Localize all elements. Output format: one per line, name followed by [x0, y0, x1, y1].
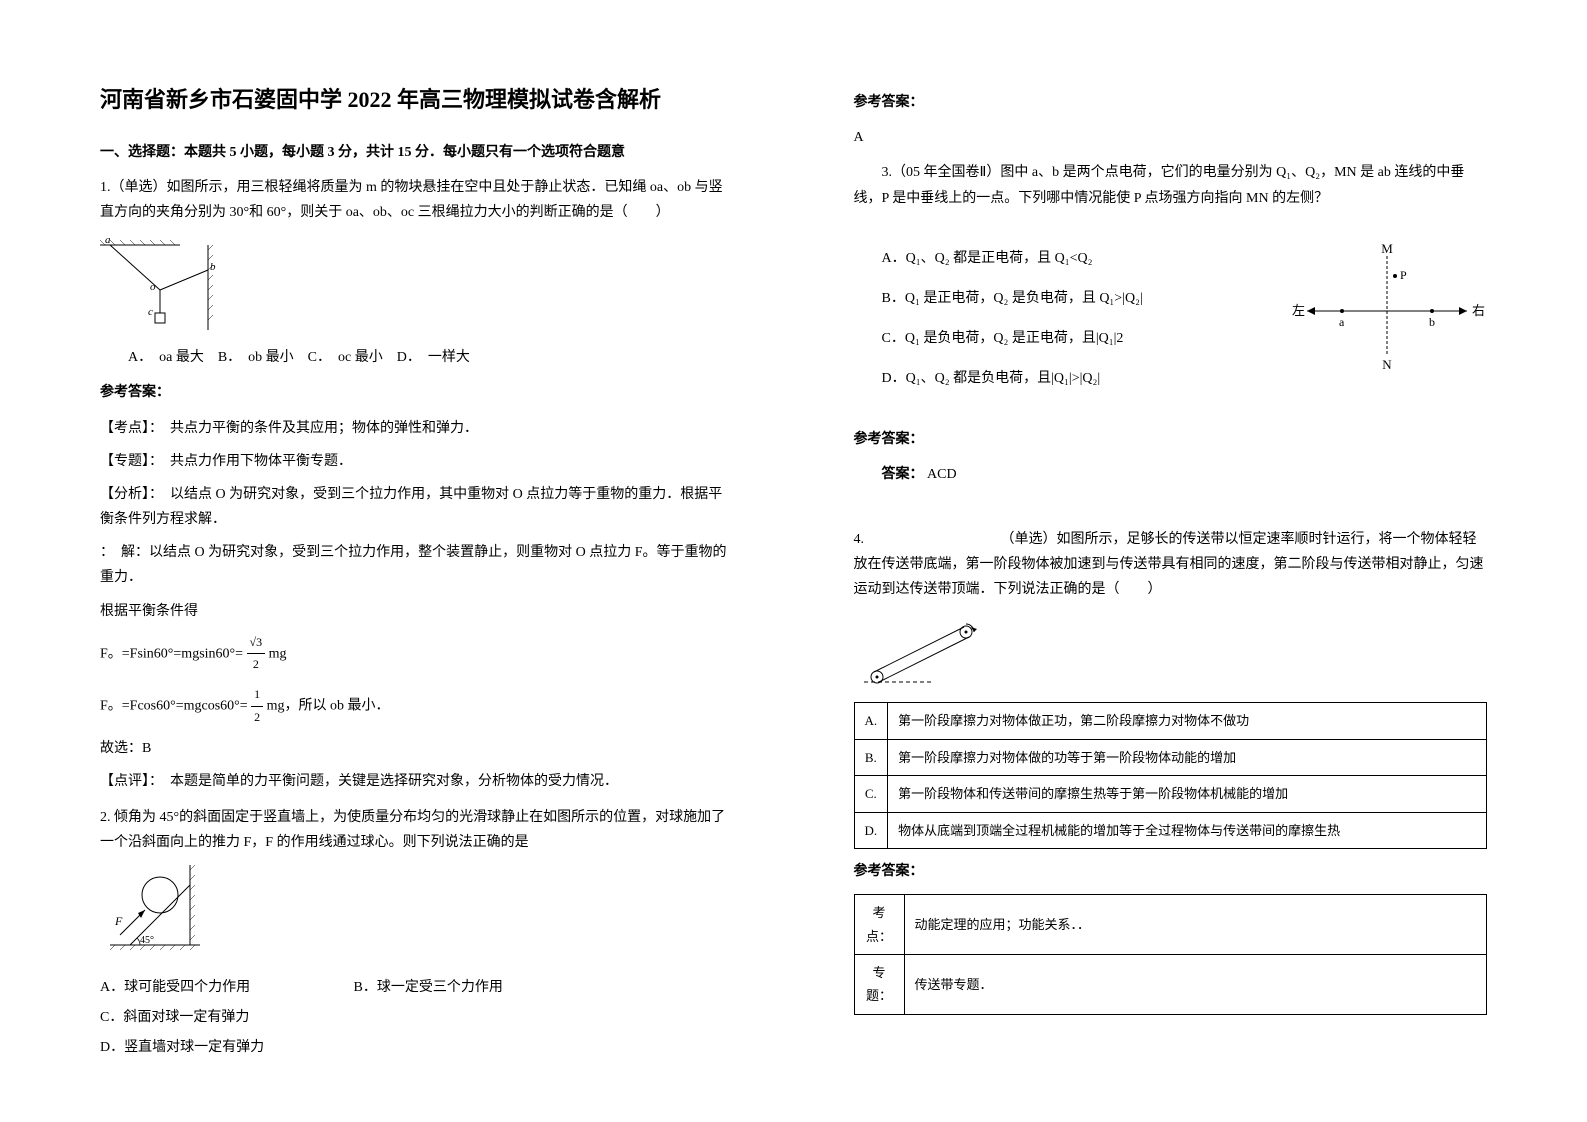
answer-label-1: 参考答案： — [100, 380, 734, 405]
q4-options-table: A.第一阶段摩擦力对物体做正功，第二阶段摩擦力对物体不做功 B.第一阶段摩擦力对… — [854, 702, 1488, 849]
q3-options-block: A．Q₁、Q₂ 都是正电荷，且 Q₁<Q₂ B．Q₁ 是正电荷，Q₂ 是负电荷，… — [854, 231, 1288, 407]
q2-figure: F 45° — [100, 865, 734, 965]
table-row: B.第一阶段摩擦力对物体做的功等于第一阶段物体动能的增加 — [854, 739, 1487, 775]
q1-guxuan: 故选：B — [100, 736, 734, 761]
svg-text:b: b — [210, 261, 216, 273]
formula2-prefix: F。=Fcos60°=mgcos60°= — [100, 698, 248, 713]
q3-answer: ACD — [927, 467, 957, 482]
q3-optA: A．Q₁、Q₂ 都是正电荷，且 Q₁<Q₂ — [854, 246, 1288, 271]
q2-optA: A．球可能受四个力作用 — [100, 975, 350, 1000]
q2-optC: C．斜面对球一定有弹力 — [100, 1005, 734, 1030]
answer-label-2: 参考答案： — [854, 90, 1488, 115]
svg-text:N: N — [1382, 357, 1392, 371]
q3-answer-label: 答案： — [882, 467, 924, 482]
answer-label-4: 参考答案： — [854, 859, 1488, 884]
table-row: D.物体从底端到顶端全过程机械能的增加等于全过程物体与传送带间的摩擦生热 — [854, 812, 1487, 848]
table-row: A.第一阶段摩擦力对物体做正功，第二阶段摩擦力对物体不做功 — [854, 703, 1487, 739]
table-row: C.第一阶段物体和传送带间的摩擦生热等于第一阶段物体机械能的增加 — [854, 776, 1487, 812]
q1-zhuanti: 【专题】： 共点力作用下物体平衡专题． — [100, 449, 734, 474]
q3-optC: C．Q₁ 是负电荷，Q₂ 是正电荷，且|Q₁|2 — [854, 326, 1288, 351]
svg-text:b: b — [1429, 315, 1435, 329]
formula1-prefix: F。=Fsin60°=mgsin60°= — [100, 646, 247, 661]
q1-formula1: F。=Fsin60°=mgsin60°= √32 mg — [100, 632, 734, 676]
left-column: 河南省新乡市石婆固中学 2022 年高三物理模拟试卷含解析 一、选择题：本题共 … — [0, 0, 794, 1122]
q3-optD: D．Q₁、Q₂ 都是负电荷，且|Q₁|>|Q₂| — [854, 366, 1288, 391]
q4-text: 4. （单选）如图所示，足够长的传送带以恒定速率顺时针运行，将一个物体轻轻放在传… — [854, 527, 1488, 603]
paper-title: 河南省新乡市石婆固中学 2022 年高三物理模拟试卷含解析 — [100, 80, 734, 120]
section-header: 一、选择题：本题共 5 小题，每小题 3 分，共计 15 分．每小题只有一个选项… — [100, 140, 734, 165]
q1-dianping: 【点评】： 本题是简单的力平衡问题，关键是选择研究对象，分析物体的受力情况． — [100, 769, 734, 794]
q1-text: 1.（单选）如图所示，用三根轻绳将质量为 m 的物块悬挂在空中且处于静止状态．已… — [100, 175, 734, 225]
svg-text:a: a — [105, 235, 111, 246]
q1-formula2: F。=Fcos60°=mgcos60°= 12 mg，所以 ob 最小． — [100, 684, 734, 728]
table-row: 专题：传送带专题． — [854, 954, 1487, 1014]
q1-kaidian: 【考点】： 共点力平衡的条件及其应用；物体的弹性和弹力． — [100, 416, 734, 441]
q3-text: 3.（05 年全国卷Ⅱ）图中 a、b 是两个点电荷，它们的电量分别为 Q₁、Q₂… — [854, 160, 1488, 210]
table-row: 考点：动能定理的应用；功能关系．． — [854, 895, 1487, 955]
svg-text:右: 右 — [1472, 303, 1485, 318]
q2-options: A．球可能受四个力作用 B．球一定受三个力作用 C．斜面对球一定有弹力 D．竖直… — [100, 975, 734, 1061]
q2-optB: B．球一定受三个力作用 — [354, 980, 503, 995]
answer-label-3: 参考答案： — [854, 427, 1488, 452]
svg-text:F: F — [114, 914, 123, 928]
svg-text:o: o — [150, 281, 156, 293]
q2-answer: A — [854, 125, 1488, 150]
q2-text: 2. 倾角为 45°的斜面固定于竖直墙上，为使质量分布均匀的光滑球静止在如图所示… — [100, 805, 734, 855]
q1-figure: a b o c — [100, 235, 734, 335]
q1-options: A． oa 最大 B． ob 最小 C． oc 最小 D． 一样大 — [100, 345, 734, 370]
q4-figure — [854, 612, 1488, 692]
formula1-suffix: mg — [269, 646, 287, 661]
q1-jie: ： 解：以结点 O 为研究对象，受到三个拉力作用，整个装置静止，则重物对 O 点… — [100, 540, 734, 590]
q3-figure: M P 左 右 a b N — [1287, 241, 1487, 371]
svg-text:P: P — [1400, 268, 1407, 282]
svg-text:左: 左 — [1292, 303, 1305, 318]
q3-optB: B．Q₁ 是正电荷，Q₂ 是负电荷，且 Q₁>|Q₂| — [854, 286, 1288, 311]
q4-meta-table: 考点：动能定理的应用；功能关系．． 专题：传送带专题． — [854, 894, 1488, 1015]
svg-text:45°: 45° — [140, 935, 154, 946]
q1-jie2: 根据平衡条件得 — [100, 599, 734, 624]
formula2-suffix: mg，所以 ob 最小． — [267, 698, 390, 713]
q2-optD: D．竖直墙对球一定有弹力 — [100, 1035, 734, 1060]
svg-text:M: M — [1381, 241, 1393, 256]
svg-text:a: a — [1339, 315, 1345, 329]
svg-text:c: c — [148, 306, 153, 318]
right-column: 参考答案： A 3.（05 年全国卷Ⅱ）图中 a、b 是两个点电荷，它们的电量分… — [794, 0, 1587, 1122]
q1-fenxi: 【分析】： 以结点 O 为研究对象，受到三个拉力作用，其中重物对 O 点拉力等于… — [100, 482, 734, 532]
